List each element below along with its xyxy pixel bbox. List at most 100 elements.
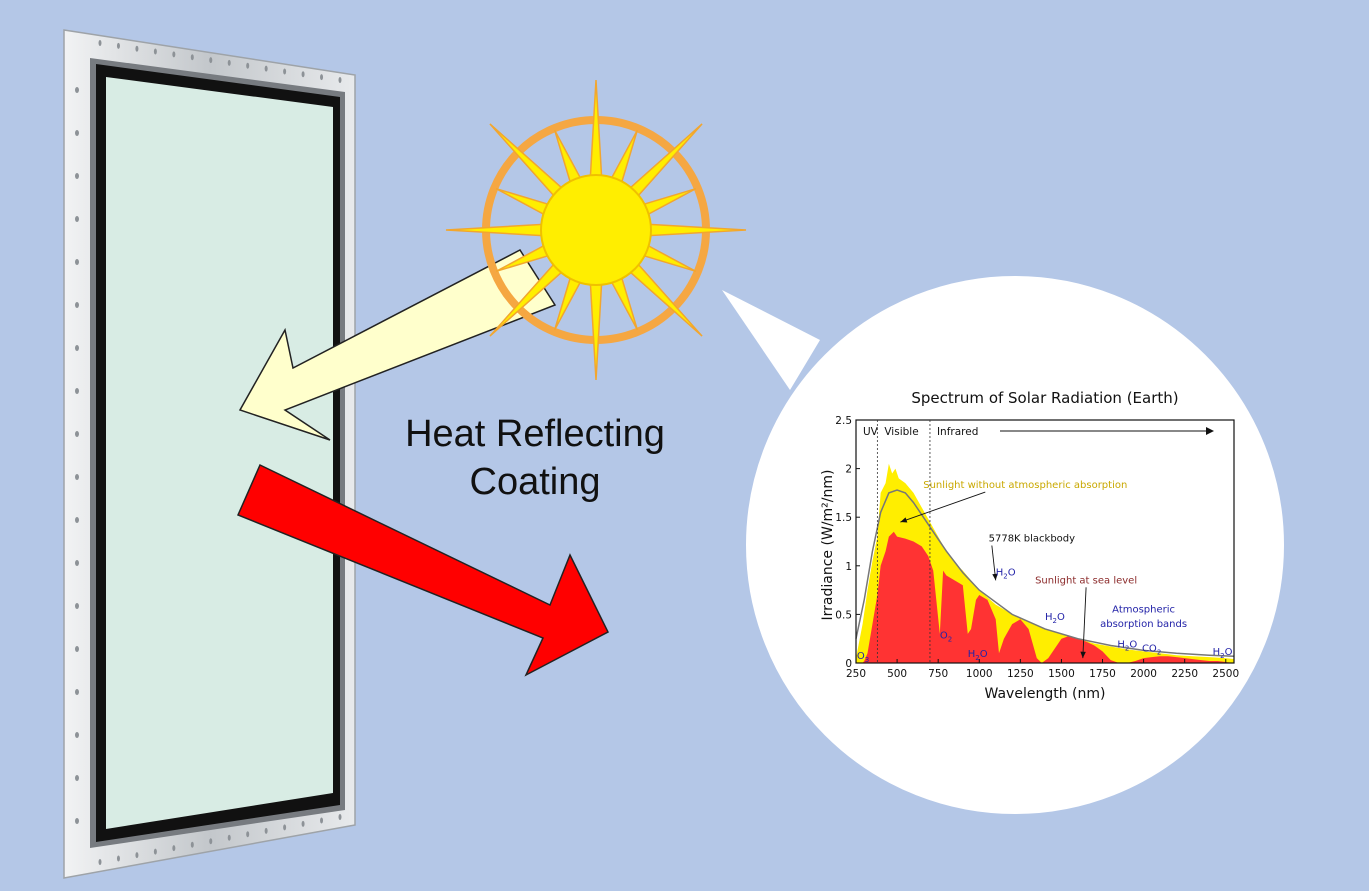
y-tick-label: 1.5 xyxy=(835,512,852,524)
chart-annotation: Atmospheric xyxy=(1112,604,1175,615)
sun-ray xyxy=(646,223,747,237)
rivet xyxy=(75,474,79,480)
rivet xyxy=(75,818,79,824)
rivet xyxy=(246,831,250,838)
rivet xyxy=(283,824,287,831)
rivet xyxy=(75,345,79,351)
sun-ray xyxy=(627,123,703,199)
rivet xyxy=(227,834,231,841)
absorption-label: CO2 xyxy=(1142,643,1161,656)
series-sunlight-sea-level xyxy=(856,531,1234,663)
absorption-label: H2O xyxy=(1117,639,1137,652)
rivet xyxy=(320,74,324,81)
sun-ray xyxy=(640,187,697,217)
rivet xyxy=(75,732,79,738)
window-pane xyxy=(63,29,356,879)
transmitted-heat-arrow xyxy=(237,463,609,677)
x-tick-label: 2500 xyxy=(1212,668,1239,680)
series-blackbody xyxy=(855,489,1235,657)
absorption-label: H2O xyxy=(1045,612,1065,625)
rivet xyxy=(301,71,305,78)
chart-annotation: 5778K blackbody xyxy=(989,534,1076,545)
rivet xyxy=(75,130,79,136)
rivet xyxy=(135,852,139,859)
rivet xyxy=(75,259,79,265)
sun-ray xyxy=(627,261,703,337)
caption-line-2: Coating xyxy=(469,461,601,503)
rivet xyxy=(320,817,324,824)
sun-core xyxy=(540,174,652,286)
rivet xyxy=(172,51,176,58)
sun-icon xyxy=(445,79,747,381)
rivet xyxy=(75,302,79,308)
rivet xyxy=(264,65,268,72)
callout-circle xyxy=(746,276,1284,814)
sun-ray xyxy=(640,243,697,273)
rivet xyxy=(75,775,79,781)
rivet xyxy=(283,68,287,75)
rivet xyxy=(338,77,342,83)
rivet xyxy=(75,431,79,437)
rivet xyxy=(190,841,194,848)
y-axis-label: Irradiance (W/m²/nm) xyxy=(820,470,836,621)
sun-ray xyxy=(445,223,546,237)
rivet xyxy=(116,855,120,862)
x-tick-label: 1500 xyxy=(1048,668,1075,680)
chart-title: Spectrum of Solar Radiation (Earth) xyxy=(911,389,1178,407)
rivet xyxy=(246,62,250,69)
rivet xyxy=(75,216,79,222)
y-tick-label: 0.5 xyxy=(835,609,852,621)
sun-ray xyxy=(553,129,583,186)
x-tick-label: 1250 xyxy=(1007,668,1034,680)
x-axis-label: Wavelength (nm) xyxy=(985,686,1106,702)
rivet xyxy=(209,838,213,845)
rivet xyxy=(209,57,213,64)
rivet xyxy=(135,45,139,52)
plot-area: UV Visible Infrared 250 500 750 1000 1250 1500 17… xyxy=(835,415,1239,680)
rivet xyxy=(172,845,176,852)
rivet xyxy=(98,859,102,865)
x-tick-label: 2000 xyxy=(1130,668,1157,680)
annotation-arrow xyxy=(900,491,986,523)
annotation-arrowhead xyxy=(900,517,908,523)
y-tick-label: 0 xyxy=(845,658,852,670)
rivet xyxy=(116,42,120,49)
rivet xyxy=(153,848,157,855)
absorption-label: H2O xyxy=(1213,647,1233,660)
y-tick-label: 2 xyxy=(845,464,852,476)
plot-frame xyxy=(855,419,1235,664)
rivet xyxy=(264,827,268,834)
x-tick-label: 2250 xyxy=(1171,668,1198,680)
x-tick-label: 750 xyxy=(928,668,948,680)
sun-ray xyxy=(495,187,552,217)
rivet xyxy=(301,820,305,827)
rivet xyxy=(75,646,79,652)
rivet xyxy=(153,48,157,55)
absorption-label: O3 xyxy=(857,651,869,664)
callout-pointer xyxy=(722,290,820,390)
sun-ray xyxy=(609,274,639,331)
region-label: Visible xyxy=(884,426,918,438)
frame-rivets xyxy=(75,40,342,865)
y-tick-label: 1 xyxy=(845,561,852,573)
rivet xyxy=(75,87,79,93)
rivet xyxy=(75,560,79,566)
sun-ray xyxy=(489,123,565,199)
window-glass xyxy=(106,77,333,829)
absorption-label: O2 xyxy=(940,631,952,644)
caption-line-1: Heat Reflecting xyxy=(405,413,665,455)
rivet xyxy=(98,40,102,46)
annotation-arrow xyxy=(1082,587,1087,659)
annotation-arrowhead xyxy=(992,573,998,581)
spectrum-chart: Spectrum of Solar Radiation (Earth) Irra… xyxy=(820,389,1239,702)
chart-annotation: Sunlight at sea level xyxy=(1035,575,1137,586)
sun-ray xyxy=(589,79,603,180)
rivet xyxy=(75,689,79,695)
chart-annotation: absorption bands xyxy=(1100,619,1187,630)
absorption-label: H2O xyxy=(968,649,988,662)
region-label: Infrared xyxy=(937,426,978,438)
x-tick-label: 1750 xyxy=(1089,668,1116,680)
x-tick-label: 500 xyxy=(887,668,907,680)
rivet xyxy=(75,388,79,394)
x-tick-label: 250 xyxy=(846,668,866,680)
